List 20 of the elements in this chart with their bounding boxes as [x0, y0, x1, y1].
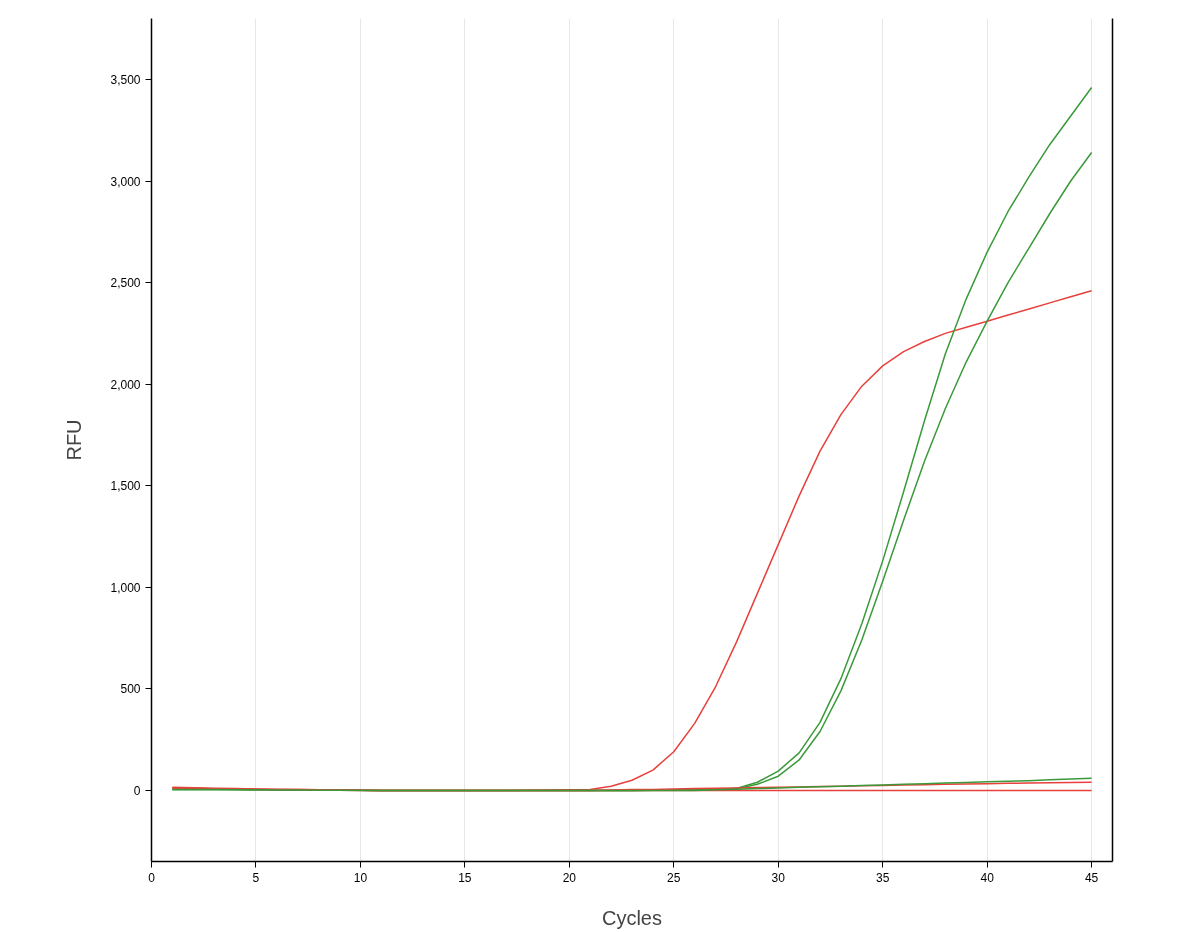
y-tick-label: 3,000: [110, 174, 141, 189]
y-tick-label: 3,500: [110, 72, 141, 87]
x-tick-label: 20: [562, 870, 577, 885]
y-tick-label: 0: [133, 783, 141, 798]
x-axis-title: Cycles: [602, 906, 663, 929]
y-tick-label: 1,000: [110, 580, 141, 595]
x-tick-label: 5: [252, 870, 260, 885]
x-tick-label: 15: [458, 870, 472, 885]
y-axis-title: RFU: [63, 419, 86, 461]
x-tick-label: 0: [148, 870, 156, 885]
x-tick-label: 35: [876, 870, 890, 885]
x-tick-label: 30: [771, 870, 786, 885]
y-tick-label: 2,500: [110, 276, 141, 291]
x-tick-label: 45: [1084, 870, 1099, 885]
x-tick-label: 40: [980, 870, 995, 885]
y-tick-label: 1,500: [110, 479, 141, 494]
x-tick-label: 10: [353, 870, 368, 885]
y-tick-label: 2,000: [110, 377, 141, 392]
x-tick-label: 25: [667, 870, 681, 885]
y-tick-label: 500: [120, 682, 141, 697]
